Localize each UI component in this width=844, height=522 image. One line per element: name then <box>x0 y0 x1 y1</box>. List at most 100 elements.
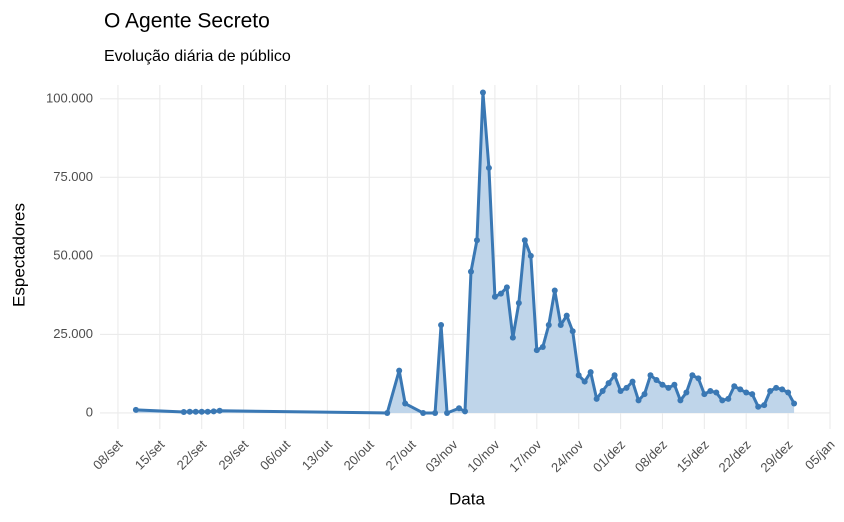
point <box>575 372 582 379</box>
point <box>563 312 570 319</box>
point <box>473 237 480 244</box>
x-tick-label: 08/dez <box>632 437 670 475</box>
point <box>731 383 738 390</box>
point <box>497 290 504 297</box>
point <box>587 369 594 376</box>
point <box>545 322 552 329</box>
point <box>701 391 708 398</box>
x-tick-label: 24/nov <box>548 437 587 476</box>
x-tick-label: 08/set <box>90 437 126 473</box>
point <box>216 407 223 414</box>
point <box>641 391 648 398</box>
point <box>479 89 486 96</box>
x-tick-label: 20/out <box>341 437 377 473</box>
x-tick-label: 10/nov <box>464 437 503 476</box>
chart-subtitle: Evolução diária de público <box>104 48 291 65</box>
point <box>647 372 654 379</box>
point <box>462 408 468 415</box>
point <box>533 347 540 354</box>
point <box>396 367 403 374</box>
x-tick-label: 27/out <box>383 437 419 473</box>
y-tick-label: 50.000 <box>53 247 93 262</box>
x-tick-label: 22/dez <box>716 437 754 475</box>
x-tick-label: 15/dez <box>674 437 712 475</box>
point <box>204 408 211 415</box>
point <box>761 402 768 409</box>
x-tick-label: 17/nov <box>506 437 545 476</box>
point <box>384 409 391 416</box>
point <box>605 380 612 387</box>
point <box>599 387 606 394</box>
point <box>467 268 474 275</box>
x-tick-label: 13/out <box>299 437 335 473</box>
point <box>689 372 696 379</box>
x-tick-label: 29/dez <box>757 437 795 475</box>
x-tick-label: 06/out <box>257 437 293 473</box>
point <box>485 164 492 171</box>
chart-title: O Agente Secreto <box>104 10 270 33</box>
point <box>180 409 187 416</box>
point <box>635 397 642 404</box>
y-tick-label: 100.000 <box>46 90 93 105</box>
point <box>210 408 217 415</box>
point <box>749 391 756 398</box>
point <box>509 334 516 341</box>
point <box>617 387 624 394</box>
point <box>785 389 792 396</box>
point <box>198 408 205 415</box>
point <box>707 387 714 394</box>
x-tick-label: 05/jan <box>802 437 838 473</box>
point <box>677 397 684 404</box>
point <box>737 386 744 393</box>
point <box>671 381 678 388</box>
point <box>581 378 588 385</box>
point <box>402 400 409 407</box>
y-tick-label: 75.000 <box>53 169 93 184</box>
point <box>773 384 780 391</box>
point <box>725 395 732 402</box>
point <box>432 409 439 416</box>
line <box>135 91 796 415</box>
point <box>503 284 510 291</box>
point <box>593 395 600 402</box>
point <box>653 376 660 383</box>
point <box>665 384 672 391</box>
y-tick-label: 25.000 <box>53 326 93 341</box>
point <box>192 408 199 415</box>
point <box>659 381 666 388</box>
x-tick-label: 15/set <box>132 437 168 473</box>
point <box>791 400 798 407</box>
point <box>569 328 576 335</box>
point <box>743 389 750 396</box>
point <box>767 387 774 394</box>
point <box>539 344 546 351</box>
point <box>456 405 463 412</box>
point <box>629 378 636 385</box>
area <box>135 92 795 413</box>
point <box>755 403 762 410</box>
x-tick-label: 29/set <box>216 437 252 473</box>
x-tick-label: 03/nov <box>422 437 461 476</box>
point <box>420 409 427 416</box>
point <box>683 389 690 396</box>
point <box>521 237 528 244</box>
point <box>186 408 193 415</box>
point <box>551 287 558 294</box>
point <box>719 397 726 404</box>
point <box>491 293 498 300</box>
point <box>515 300 522 307</box>
point <box>611 372 618 379</box>
point <box>713 389 720 396</box>
x-tick-label: 22/set <box>174 437 210 473</box>
point <box>695 375 702 382</box>
point <box>132 406 139 413</box>
point <box>438 322 445 329</box>
point <box>623 384 630 391</box>
point <box>779 386 786 393</box>
point <box>527 252 534 259</box>
x-axis-title: Data <box>449 489 485 508</box>
point <box>557 322 564 329</box>
point <box>444 409 451 416</box>
y-axis-title: Espectadores <box>9 203 28 307</box>
